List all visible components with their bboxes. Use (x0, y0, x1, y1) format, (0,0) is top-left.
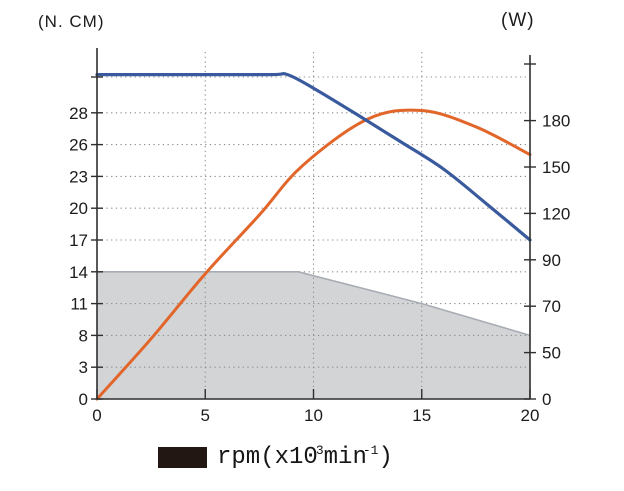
left-axis-tick-label: 14 (69, 263, 88, 282)
x-axis-tick-label: 20 (521, 406, 540, 425)
x-axis-label-text: rpm(x10 (217, 444, 318, 471)
x-axis-label: rpm(x103min-1) (217, 443, 393, 471)
left-axis-unit-label: (N. CM) (38, 12, 105, 31)
x-axis-legend: rpm(x103min-1) (158, 443, 393, 471)
x-axis-label-close: ) (378, 444, 393, 471)
left-axis-tick-label: 11 (70, 295, 88, 314)
right-axis-tick-label: 90 (542, 251, 561, 270)
right-axis-tick-label: 150 (542, 158, 570, 177)
left-axis-tick-label: 28 (69, 104, 88, 123)
torque-curve (95, 72, 532, 242)
right-axis-tick-label: 50 (542, 344, 561, 363)
left-axis-tick-label: 0 (79, 390, 88, 409)
right-axis-tick-label: 70 (542, 297, 561, 316)
x-axis-tick-label: 5 (201, 406, 210, 425)
power-curve (95, 108, 532, 401)
x-axis-tick-label: 10 (304, 406, 323, 425)
right-axis-tick-label: 120 (542, 204, 570, 223)
x-axis-label-exponent: 3 (315, 443, 324, 458)
left-axis-tick-label: 20 (69, 199, 88, 218)
legend-swatch (158, 446, 207, 468)
left-axis-tick-label: 23 (69, 167, 88, 186)
x-axis-label-unit: min (323, 444, 367, 471)
x-axis-tick-label: 15 (412, 406, 431, 425)
left-axis-tick-label: 3 (79, 358, 88, 377)
right-axis-tick-label: 180 (542, 112, 570, 131)
x-axis-label-inverse: -1 (362, 443, 379, 458)
left-axis-tick-label: 26 (69, 136, 88, 155)
right-axis-tick-label: 0 (542, 390, 551, 409)
left-axis-tick-label: 17 (69, 231, 88, 250)
continuous-region-edge (97, 271, 531, 337)
x-axis-tick-label: 0 (92, 406, 101, 425)
right-axis-unit-label: (W) (501, 10, 535, 31)
left-axis-tick-label: 8 (79, 326, 88, 345)
